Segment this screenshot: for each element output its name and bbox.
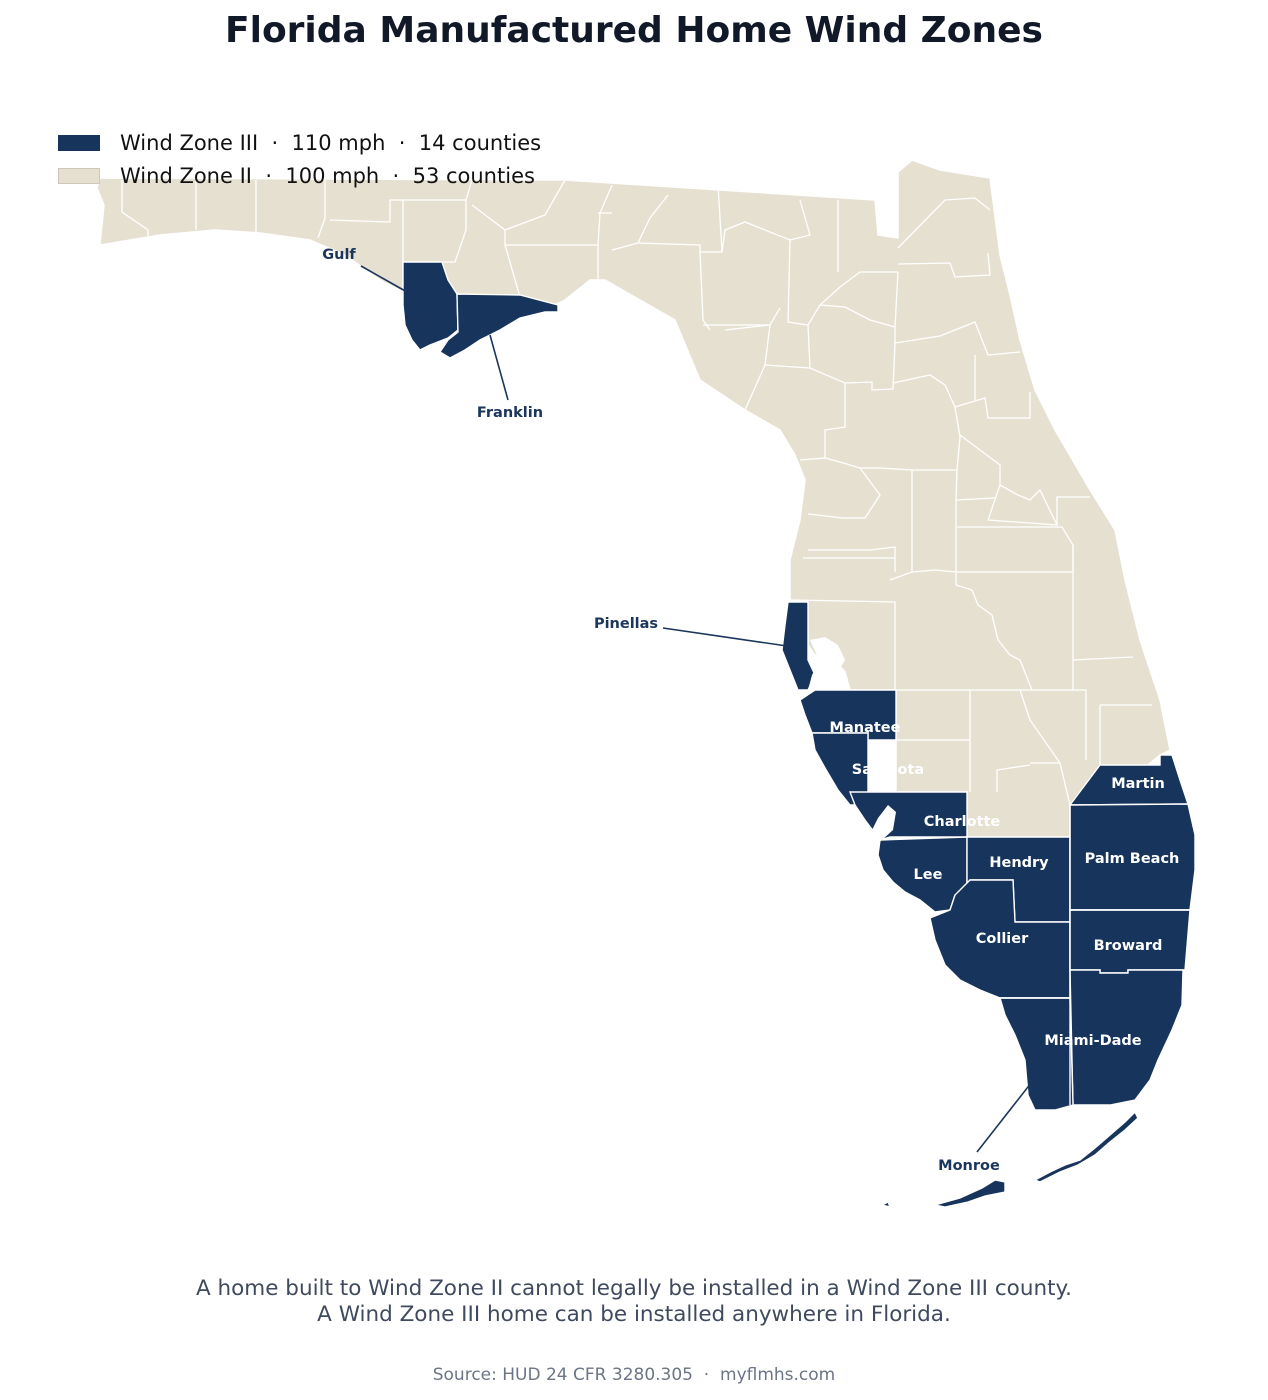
zone2-swatch bbox=[58, 167, 100, 184]
zone3-counties bbox=[402, 261, 1196, 1209]
gulf-leader bbox=[360, 265, 408, 293]
florida-keys-west bbox=[879, 1201, 892, 1209]
label-monroe: Monroe bbox=[938, 1158, 1000, 1174]
zone3-swatch bbox=[58, 134, 100, 151]
label-franklin: Franklin bbox=[477, 405, 543, 421]
label-martin: Martin bbox=[1111, 776, 1165, 792]
coastal-water bbox=[808, 637, 896, 848]
county-franklin bbox=[439, 293, 559, 359]
florida-keys-east bbox=[1033, 1110, 1139, 1183]
label-collier: Collier bbox=[976, 931, 1029, 947]
label-charlotte: Charlotte bbox=[924, 814, 1001, 830]
note-line-1: A home built to Wind Zone II cannot lega… bbox=[195, 1276, 1073, 1301]
panhandle-landmass bbox=[96, 159, 1171, 838]
county-boundaries bbox=[121, 179, 1152, 806]
monroe-leader bbox=[976, 1077, 1036, 1153]
legend-item-zone2: Wind Zone II · 100 mph · 53 counties bbox=[58, 159, 541, 192]
label-pinellas: Pinellas bbox=[594, 616, 658, 632]
legend: Wind Zone III · 110 mph · 14 counties Wi… bbox=[58, 126, 541, 192]
county-collier bbox=[929, 879, 1071, 999]
county-pinellas bbox=[781, 601, 816, 691]
map-title: Florida Manufactured Home Wind Zones bbox=[225, 10, 1043, 51]
legend-label-zone2: Wind Zone II · 100 mph · 53 counties bbox=[120, 163, 535, 188]
label-palm-beach: Palm Beach bbox=[1085, 851, 1180, 867]
legend-label-zone3: Wind Zone III · 110 mph · 14 counties bbox=[120, 130, 542, 155]
pinellas-leader bbox=[662, 627, 788, 647]
county-gulf bbox=[402, 261, 459, 351]
legend-item-zone3: Wind Zone III · 110 mph · 14 counties bbox=[58, 126, 541, 159]
label-gulf: Gulf bbox=[322, 247, 356, 263]
franklin-leader bbox=[489, 334, 509, 401]
county-sarasota bbox=[811, 732, 869, 806]
installation-note: A home built to Wind Zone II cannot lega… bbox=[0, 1276, 1268, 1328]
source-credit: Source: HUD 24 CFR 3280.305 · myflmhs.co… bbox=[432, 1365, 836, 1385]
label-lee: Lee bbox=[914, 867, 943, 883]
label-miami-dade: Miami-Dade bbox=[1044, 1033, 1141, 1049]
label-broward: Broward bbox=[1094, 938, 1163, 954]
florida-keys bbox=[934, 1179, 1006, 1208]
label-hendry: Hendry bbox=[989, 855, 1049, 871]
zone2-landmass bbox=[96, 159, 1171, 838]
label-sarasota: Sarasota bbox=[852, 762, 924, 778]
note-line-2: A Wind Zone III home can be installed an… bbox=[317, 1302, 951, 1327]
label-leaders bbox=[360, 265, 1036, 1153]
county-labels: Gulf Franklin Pinellas Manatee Sarasota … bbox=[322, 247, 1179, 1174]
county-miami-dade bbox=[1069, 969, 1184, 1106]
label-manatee: Manatee bbox=[830, 720, 901, 736]
zone3-boundaries bbox=[1000, 805, 1190, 1105]
county-monroe-mainland bbox=[999, 997, 1074, 1111]
